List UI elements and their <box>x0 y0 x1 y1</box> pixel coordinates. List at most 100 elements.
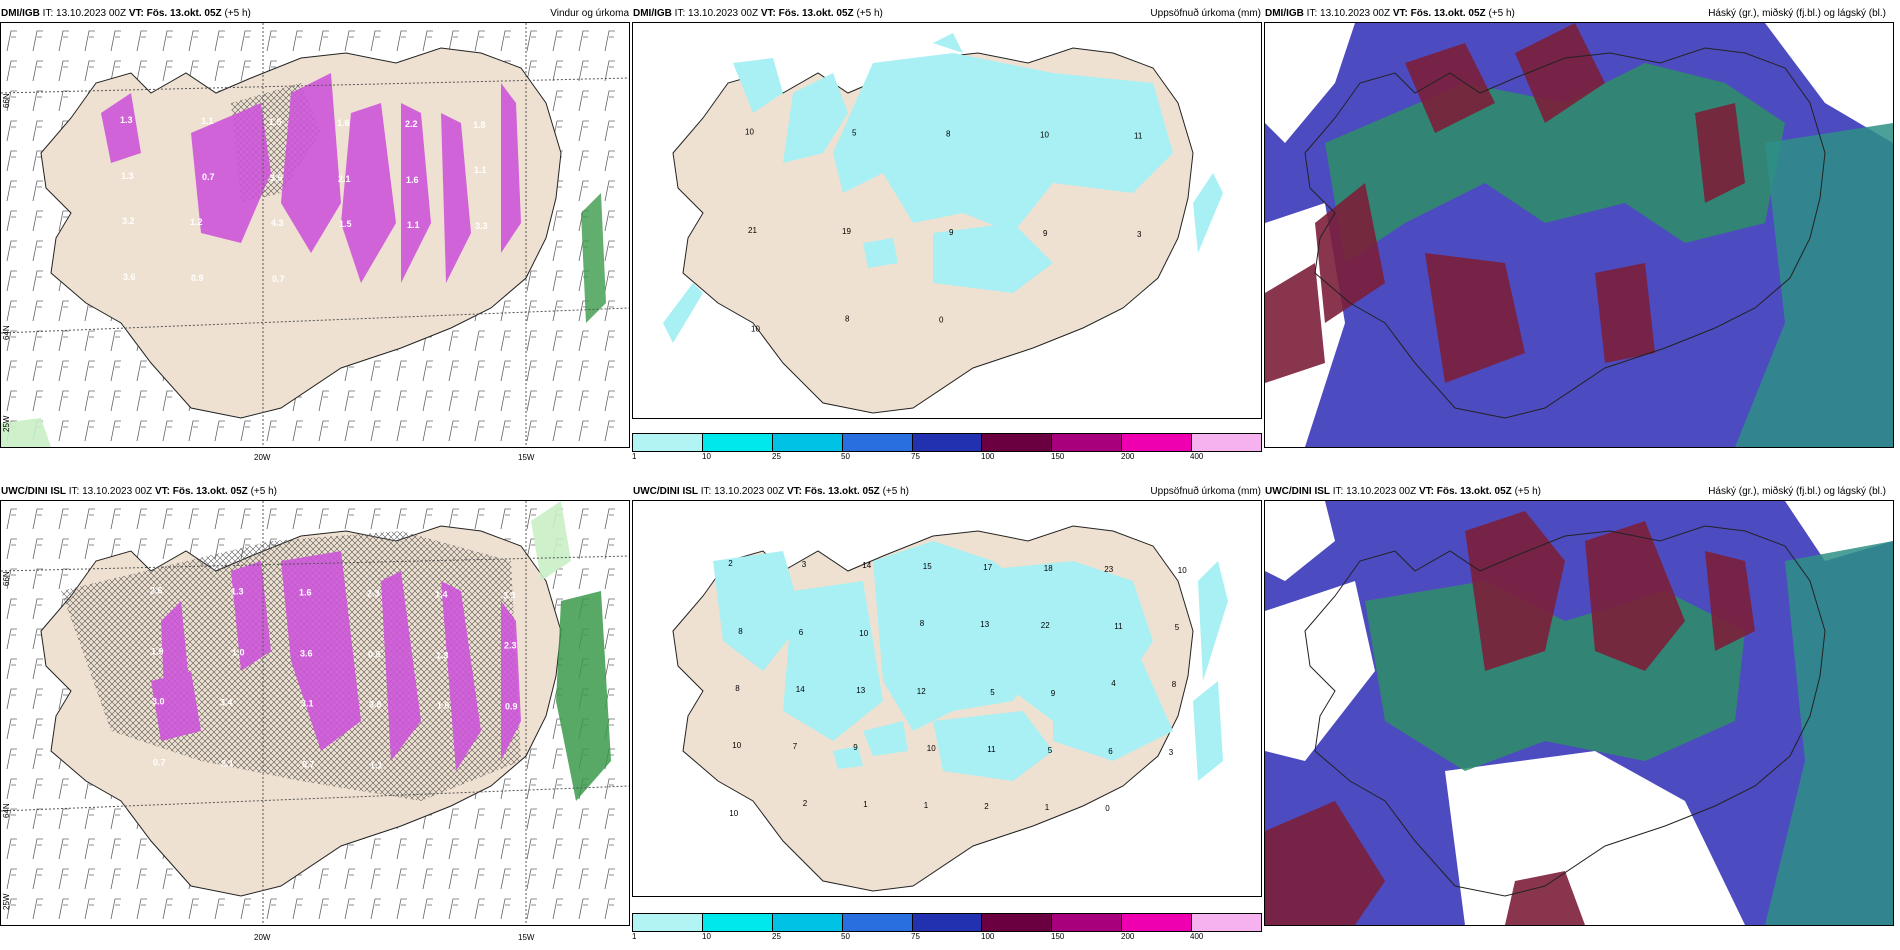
cloud-mid-layer-east <box>1735 123 1893 447</box>
wind-value-label: 1.1 <box>201 116 214 126</box>
panel-title: Háský (gr.), miðský (fj.bl.) og lágský (… <box>1708 8 1886 19</box>
colorbar-tick: 1 <box>632 452 637 461</box>
wind-value-label: 1.3 <box>436 651 449 661</box>
colorbar-segment <box>633 434 703 451</box>
wind-value-label: 3.3 <box>503 591 516 601</box>
vt-label: VT: <box>786 486 802 497</box>
accum-value-label: 17 <box>983 563 992 572</box>
colorbar-tick: 75 <box>911 452 920 461</box>
wind-value-label: 2.2 <box>405 119 418 129</box>
accum-value-label: 8 <box>946 130 951 139</box>
vt-value: Fös. 13.okt. 05Z <box>804 486 880 497</box>
wind-value-label: 1.3 <box>231 587 244 597</box>
colorbar-segment <box>702 434 773 451</box>
panel-title: Háský (gr.), miðský (fj.bl.) og lágský (… <box>1708 486 1886 497</box>
it-label: IT: <box>1306 8 1318 19</box>
panel-title: Uppsöfnuð úrkoma (mm) <box>1150 8 1261 19</box>
iceland-coastline <box>1304 525 1826 897</box>
accum-value-label: 5 <box>852 129 857 138</box>
vt-value: Fös. 13.okt. 05Z <box>146 8 222 19</box>
accum-panel-row2: UWC/DINI ISL IT: 13.10.2023 00Z VT: Fös.… <box>632 478 1264 950</box>
wind-value-label: 1.4 <box>435 590 448 600</box>
it-label: IT: <box>700 486 712 497</box>
accum-value-label: 9 <box>1051 689 1056 698</box>
wind-value-label: 1.1 <box>370 761 383 771</box>
wind-value-labels: 1.3 1.1 1.5 1.6 2.2 1.8 1.3 0.7 3.5 2.1 1.6 1.1 3.2 1… <box>120 115 488 284</box>
precip-green-band <box>556 591 611 801</box>
vt-value: Fös. 13.okt. 05Z <box>1436 486 1512 497</box>
wind-value-label: 2.1 <box>221 759 234 769</box>
vt-value: Fös. 13.okt. 05Z <box>1410 8 1486 19</box>
accum-header-row1: DMI/IGB IT: 13.10.2023 00Z VT: Fös. 13.o… <box>632 0 1264 22</box>
accum-value-labels: 2 3 14 15 17 18 23 108 6 108 13 22 11 58 14 13 12 5 94 810 7… <box>728 559 1187 818</box>
accum-value-label: 3 <box>802 560 807 569</box>
colorbar-tick: 1 <box>632 932 637 941</box>
wind-value-label: 2.3 <box>504 641 517 651</box>
gridline-lat <box>1 555 629 572</box>
lead-time: (+5 h) <box>1488 8 1515 19</box>
accum-value-label: 13 <box>856 686 865 695</box>
colorbar-tick: 200 <box>1121 452 1135 461</box>
lat-label-top: 66N <box>2 571 11 586</box>
precip-rate-fill <box>151 551 521 771</box>
colorbar-tick: 200 <box>1121 932 1135 941</box>
precip-green-band <box>581 193 606 323</box>
accum-value-label: 22 <box>1041 621 1050 630</box>
vt-value: Fös. 13.okt. 05Z <box>172 486 248 497</box>
wind-value-label: 2.1 <box>338 174 351 184</box>
accum-value-label: 18 <box>1044 564 1053 573</box>
accum-fill <box>733 33 1173 293</box>
colorbar-segment <box>982 434 1053 451</box>
accum-map-svg: 10 5 8 10 11 21 19 9 9 3 10 8 0 <box>663 33 1223 414</box>
cloud-high-layer <box>1265 511 1755 925</box>
accum-value-label: 4 <box>1111 679 1116 688</box>
colorbar-tick: 100 <box>981 452 995 461</box>
accum-value-label: 8 <box>1172 680 1177 689</box>
cloud-header-row2: UWC/DINI ISL IT: 13.10.2023 00Z VT: Fös.… <box>1264 478 1900 500</box>
colorbar-tick: 400 <box>1190 932 1204 941</box>
accum-value-label: 7 <box>793 742 798 751</box>
model-source: DMI/IGB <box>1 8 40 19</box>
colorbar-segment <box>982 914 1053 931</box>
it-value: 13.10.2023 00Z <box>1320 8 1391 19</box>
wind-value-label: 1.5 <box>269 117 282 127</box>
accum-value-label: 5 <box>1175 623 1180 632</box>
model-source: UWC/DINI ISL <box>633 486 698 497</box>
colorbar-segment <box>772 914 843 931</box>
colorbar-segment <box>1052 434 1123 451</box>
wind-value-label: 3.5 <box>270 173 283 183</box>
row-1: DMI/IGB IT: 13.10.2023 00Z VT: Fös. 13.o… <box>0 0 1900 470</box>
accum-value-label: 15 <box>923 562 932 571</box>
vt-value: Fös. 13.okt. 05Z <box>778 8 854 19</box>
it-value: 13.10.2023 00Z <box>688 8 759 19</box>
accum-value-label: 11 <box>987 745 996 754</box>
wind-value-label: 0.7 <box>153 758 166 768</box>
wind-value-label: 3.1 <box>301 699 314 709</box>
wind-value-label: 2.6 <box>150 586 163 596</box>
accum-value-label: 13 <box>980 620 989 629</box>
colorbar-tick: 100 <box>981 932 995 941</box>
colorbar-tick: 10 <box>702 932 711 941</box>
wind-header-row1: DMI/IGB IT: 13.10.2023 00Z VT: Fös. 13.o… <box>0 0 632 22</box>
colorbar-segment <box>912 434 983 451</box>
it-label: IT: <box>42 8 54 19</box>
accum-map-svg: 2 3 14 15 17 18 23 108 6 108 13 22 11 58 14 13 12 5 94 810 7… <box>672 525 1228 892</box>
cloud-map-row1 <box>1264 22 1894 448</box>
accum-value-label: 21 <box>748 226 757 235</box>
it-value: 13.10.2023 00Z <box>1346 486 1417 497</box>
wind-value-label: 0.8 <box>368 650 381 660</box>
wind-value-label: 0.7 <box>302 760 315 770</box>
precip-rate-fill <box>101 73 521 283</box>
accum-value-label: 5 <box>1048 746 1053 755</box>
wind-value-label: 1.1 <box>407 220 420 230</box>
accum-value-label: 12 <box>917 687 926 696</box>
colorbar-segment <box>633 914 703 931</box>
accum-value-label: 8 <box>845 314 850 323</box>
lat-label-bottom: 25W <box>2 893 11 910</box>
cloud-map-svg <box>1265 23 1893 447</box>
colorbar-tick: 150 <box>1051 932 1065 941</box>
vt-label: VT: <box>154 486 170 497</box>
cloud-map-svg <box>1265 501 1893 925</box>
wind-value-label: 1.6 <box>299 588 312 598</box>
accum-value-label: 10 <box>927 744 936 753</box>
